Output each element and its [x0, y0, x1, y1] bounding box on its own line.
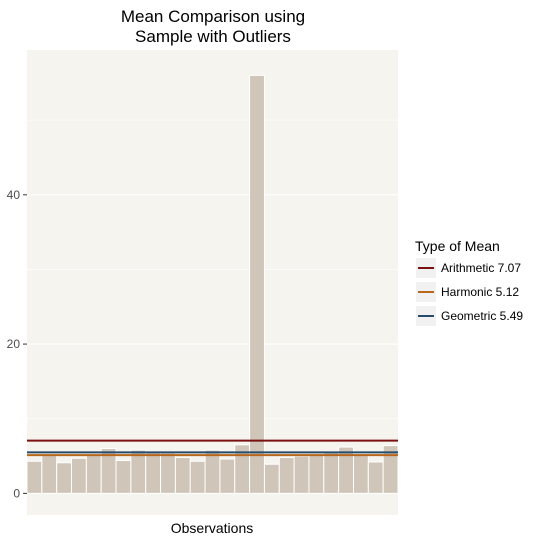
chart-title-line-2: Sample with Outliers	[135, 27, 291, 46]
bar	[279, 458, 294, 494]
bar	[294, 456, 309, 493]
bar	[116, 461, 131, 494]
y-axis: 0 20 40	[7, 188, 27, 501]
bar	[42, 455, 57, 494]
y-tick-label: 20	[7, 337, 21, 351]
bar	[131, 450, 146, 493]
legend: Type of Mean Arithmetic 7.07 Harmonic 5.1…	[415, 238, 523, 326]
bar	[161, 453, 176, 493]
y-tick-label: 40	[7, 188, 21, 202]
bar	[339, 447, 354, 493]
bar	[220, 459, 235, 493]
legend-title: Type of Mean	[415, 238, 500, 254]
x-axis-label: Observations	[171, 520, 253, 536]
legend-label: Harmonic 5.12	[441, 285, 519, 299]
legend-items: Arithmetic 7.07 Harmonic 5.12 Geometric 5.…	[416, 258, 523, 326]
bar	[353, 454, 368, 494]
bar	[368, 462, 383, 493]
bar	[309, 455, 324, 494]
plot-panel	[27, 50, 398, 515]
legend-label: Geometric 5.49	[441, 309, 523, 323]
bar	[72, 458, 87, 493]
bar	[190, 461, 205, 493]
bar	[205, 450, 220, 493]
bar	[250, 75, 265, 493]
bar	[146, 452, 161, 493]
bar	[86, 455, 101, 494]
chart-title-line-1: Mean Comparison using	[121, 7, 305, 26]
legend-label: Arithmetic 7.07	[441, 261, 521, 275]
bar	[57, 463, 72, 494]
bar	[264, 464, 279, 493]
y-tick-label: 0	[13, 486, 20, 500]
bar	[324, 452, 339, 494]
bar	[175, 458, 190, 494]
bar	[27, 461, 42, 493]
